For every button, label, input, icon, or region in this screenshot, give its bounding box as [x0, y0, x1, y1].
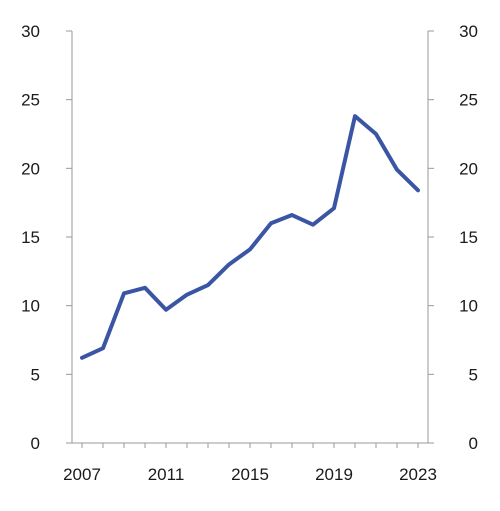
x-tick-label: 2011 — [148, 465, 185, 484]
series-group — [82, 116, 418, 358]
y-tick-label-left: 5 — [31, 365, 40, 384]
y-tick-label-left: 25 — [21, 91, 40, 110]
y-tick-label-left: 20 — [21, 159, 40, 178]
x-tick-label: 2015 — [231, 465, 269, 484]
y-tick-label-left: 0 — [31, 434, 40, 453]
y-tick-label-right: 10 — [459, 297, 478, 316]
y-tick-label-left: 30 — [21, 22, 40, 41]
x-axis: 2007 2011 2015 2019 2023 — [63, 443, 437, 484]
axes — [72, 31, 428, 443]
y-tick-label-right: 30 — [459, 22, 478, 41]
y-tick-label-right: 25 — [459, 91, 478, 110]
x-tick-label: 2023 — [399, 465, 437, 484]
y-axis-left: 0 5 10 15 20 25 30 — [21, 22, 72, 453]
x-tick-label: 2019 — [315, 465, 353, 484]
y-tick-label-right: 15 — [459, 228, 478, 247]
y-tick-label-right: 5 — [469, 365, 478, 384]
series-line-0 — [82, 116, 418, 358]
y-tick-label-left: 10 — [21, 297, 40, 316]
y-tick-label-right: 0 — [469, 434, 478, 453]
y-tick-label-left: 15 — [21, 228, 40, 247]
y-axis-right: 0 5 10 15 20 25 30 — [428, 22, 478, 453]
x-tick-label: 2007 — [63, 465, 101, 484]
y-tick-label-right: 20 — [459, 159, 478, 178]
